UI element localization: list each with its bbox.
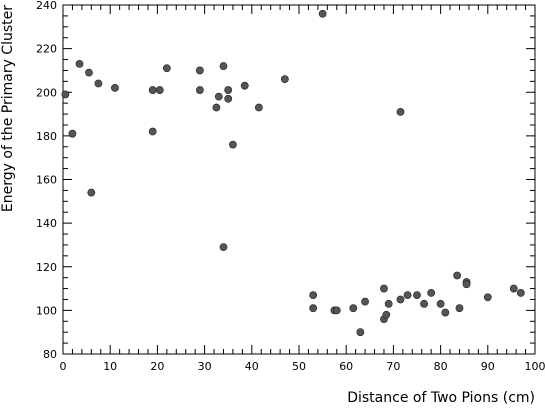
data-point [396,295,405,304]
x-tick-label: 60 [339,360,353,373]
x-tick-label: 90 [481,360,495,373]
x-tick-label: 30 [198,360,212,373]
data-point [483,293,492,302]
data-point [280,75,289,84]
data-point [309,304,318,313]
y-tick-label: 180 [36,130,57,143]
x-tick-label: 50 [292,360,306,373]
data-point [94,79,103,88]
data-point [155,86,164,94]
data-point [254,103,263,112]
x-tick-label: 20 [150,360,164,373]
data-point [195,66,204,75]
data-point [219,62,228,70]
data-point [195,86,204,94]
y-tick-label: 160 [36,174,57,187]
data-point [396,107,405,116]
data-point [219,243,228,252]
data-point [332,306,341,315]
data-point [380,284,388,293]
data-point [384,299,393,308]
data-point [162,64,171,73]
data-point [148,127,157,136]
axis-ticks [62,4,536,355]
data-point [356,328,365,337]
data-point [382,310,391,319]
data-point [361,297,369,306]
data-point [509,284,518,293]
data-points [61,9,525,337]
data-point [318,9,327,18]
data-point [240,81,249,90]
x-tick-label: 80 [434,360,448,373]
x-axis-label: Distance of Two Pions (cm) [347,390,535,406]
data-point [420,299,428,308]
x-tick-label: 40 [245,360,259,373]
data-point [309,291,318,300]
data-point [214,92,223,101]
x-tick-label: 10 [103,360,117,373]
data-point [68,129,77,138]
data-point [229,140,237,149]
plot-frame [62,4,536,355]
data-point [349,304,358,313]
data-point [453,271,462,280]
y-tick-label: 80 [43,348,57,361]
data-point [403,291,412,300]
data-point [436,299,445,308]
y-tick-label: 120 [36,261,57,274]
y-tick-label: 100 [36,304,57,317]
x-tick-label: 0 [60,360,67,373]
data-point [61,90,70,99]
data-point [87,188,96,197]
x-tick-label: 70 [386,360,400,373]
data-point [85,68,93,77]
data-point [455,304,464,313]
data-point [427,289,436,297]
data-point [413,291,421,300]
data-point [111,83,119,92]
y-tick-label: 200 [36,86,57,99]
y-tick-label: 220 [36,43,57,56]
data-point [441,308,450,317]
data-point [75,59,84,68]
data-point [148,86,157,94]
data-point [224,94,233,103]
x-tick-label: 100 [525,360,545,373]
data-point [224,86,233,94]
y-tick-label: 240 [36,0,57,12]
y-axis-label: Energy of the Primary Cluster [0,5,16,212]
y-tick-label: 140 [36,217,57,230]
axis-tick-labels: 0 10 20 30 40 50 60 70 80 90 100 80 100 120 140 160 180 2… [36,0,545,373]
data-point [212,103,221,112]
data-point [462,280,471,289]
data-point [516,289,525,297]
